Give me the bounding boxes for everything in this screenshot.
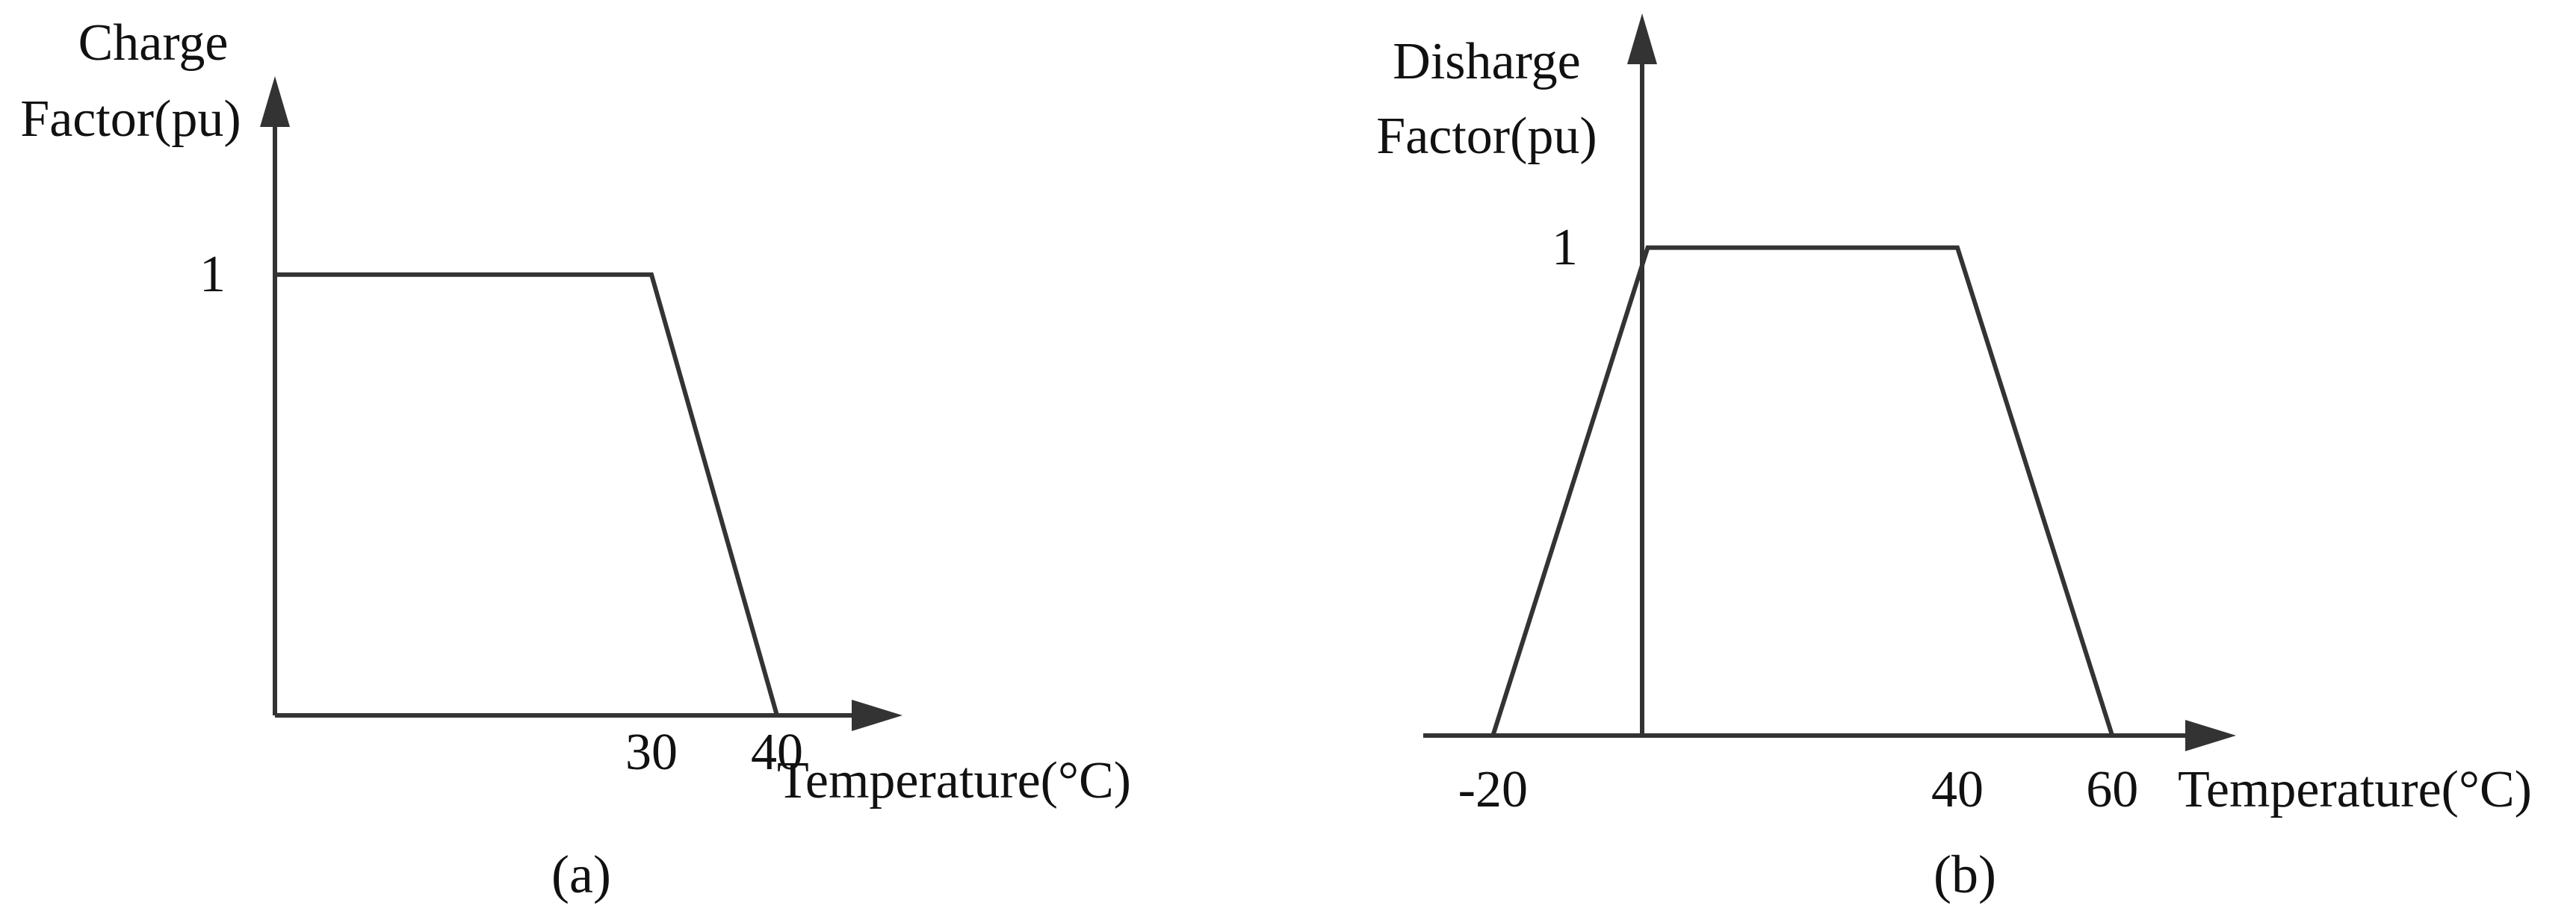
- x-tick-label: 40: [1931, 761, 1984, 818]
- y-tick-label: 1: [199, 246, 226, 303]
- x-tick-label: 30: [625, 724, 678, 781]
- x-axis-label: Temperature(°C): [777, 752, 1131, 809]
- chart-a: Charge Factor(pu) 1 30 40 Temperature(°C…: [20, 14, 1131, 904]
- series-line: [1490, 245, 2115, 736]
- x-axis-arrow: [852, 700, 902, 731]
- y-axis-label-line-2: Factor(pu): [20, 90, 241, 148]
- y-axis-arrow: [260, 76, 290, 127]
- panel-label: (b): [1933, 845, 1996, 904]
- x-tick-label: 40: [751, 724, 803, 781]
- series-line: [275, 272, 779, 716]
- x-tick-label: 60: [2086, 761, 2138, 818]
- panel-label: (a): [551, 845, 611, 904]
- y-axis-label-line-1: Charge: [78, 14, 229, 72]
- chart-b: Disharge Factor(pu) 1 -20 40 60 Temperat…: [1376, 13, 2532, 904]
- y-axis-label-line-2: Factor(pu): [1376, 108, 1597, 165]
- y-axis-arrow: [1627, 13, 1657, 64]
- x-axis-arrow: [2185, 720, 2236, 751]
- y-tick-label: 1: [1552, 219, 1578, 276]
- y-axis-label-line-1: Disharge: [1393, 33, 1580, 90]
- x-tick-label: -20: [1458, 761, 1528, 818]
- x-axis-label: Temperature(°C): [2178, 761, 2532, 818]
